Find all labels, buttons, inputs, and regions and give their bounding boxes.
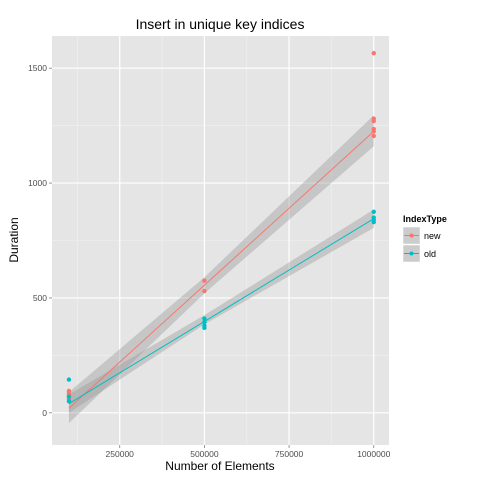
y-axis-ticks: 0 500 1000 1500 [28,63,52,418]
point-old [202,319,207,325]
fit-line-old [68,218,375,405]
fit-lines [68,130,375,409]
data-points [66,51,376,404]
legend-label-old: old [424,249,436,259]
point-new [202,288,207,294]
legend: IndexType new old [402,214,447,263]
y-tick-label: 500 [33,293,47,303]
major-gridlines [52,36,389,445]
fit-line-new [68,130,375,409]
legend-title: IndexType [403,214,447,224]
point-new [371,133,376,139]
point-old [371,215,376,220]
point-new [371,51,376,56]
point-new [371,116,376,121]
y-tick-label: 1000 [28,178,47,188]
chart-title: Insert in unique key indices [136,16,305,32]
x-tick-label: 250000 [106,449,135,459]
y-tick-label: 0 [42,408,47,418]
point-new [66,388,72,394]
point-old [66,394,72,399]
point-old [202,316,207,321]
x-tick-label: 1000000 [357,449,390,459]
y-tick-label: 1500 [28,63,47,73]
point-old [202,323,207,328]
legend-point-new [409,233,414,238]
point-new [202,278,207,283]
x-tick-label: 500000 [190,449,219,459]
legend-label-new: new [424,231,441,241]
x-axis-ticks: 250000 500000 750000 1000000 [106,445,391,459]
point-old [371,209,376,214]
y-axis-title: Duration [7,217,21,262]
minor-gridlines [52,36,389,445]
point-new [371,126,376,132]
x-axis-title: Number of Elements [165,459,274,473]
point-old [66,377,72,382]
x-tick-label: 750000 [275,449,304,459]
point-old [66,399,72,404]
legend-point-old [409,251,414,256]
